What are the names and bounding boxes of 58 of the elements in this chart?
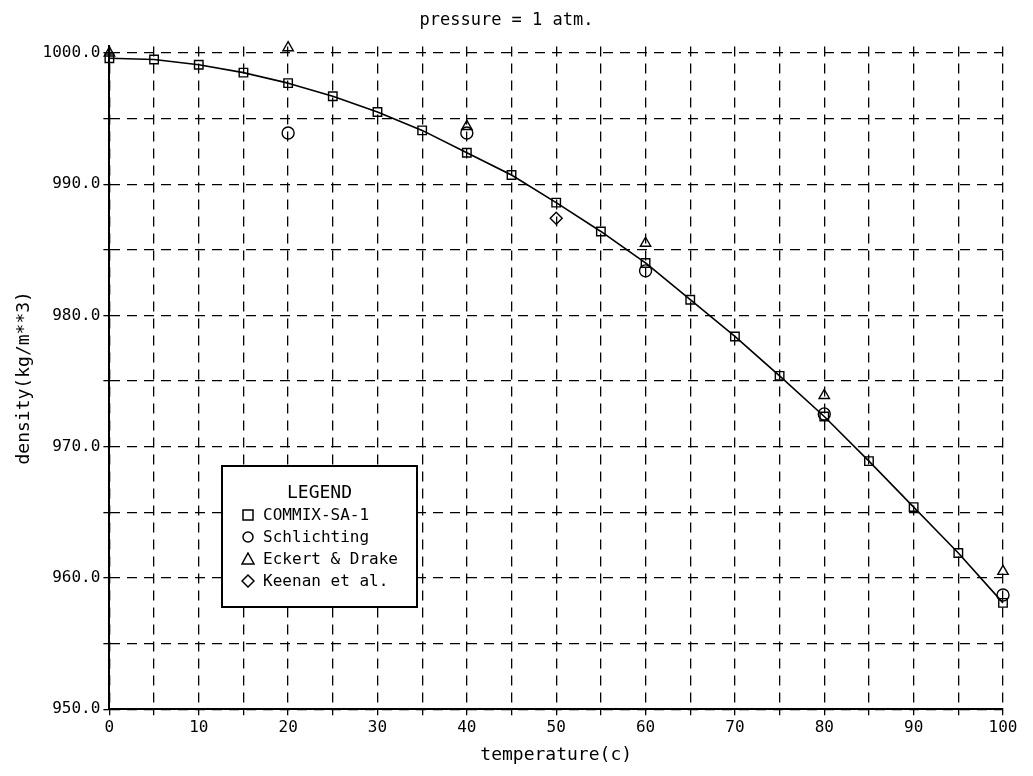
y-tick-label: 980.0 xyxy=(52,304,101,324)
x-tick-label: 80 xyxy=(814,716,834,736)
point xyxy=(953,548,964,558)
y-axis-title: density(kg/m**3) xyxy=(12,291,34,465)
y-tick-label: 950.0 xyxy=(52,698,101,718)
point xyxy=(461,147,472,158)
point xyxy=(149,54,160,65)
point xyxy=(372,107,383,117)
point xyxy=(104,53,115,64)
point xyxy=(282,41,295,52)
point xyxy=(193,59,204,70)
x-tick-label: 90 xyxy=(904,716,924,736)
x-tick-label: 0 xyxy=(104,716,115,736)
point xyxy=(238,67,249,78)
point xyxy=(283,78,294,89)
point xyxy=(908,502,919,513)
point xyxy=(817,407,831,421)
point xyxy=(549,211,563,226)
point xyxy=(729,331,740,342)
point xyxy=(819,411,830,422)
x-tick-label: 100 xyxy=(988,716,1018,736)
point xyxy=(417,125,428,136)
chart-title: pressure = 1 atm. xyxy=(419,8,594,29)
legend-title: LEGEND xyxy=(286,481,354,503)
y-tick-label: 1000.0 xyxy=(42,42,101,62)
point xyxy=(281,126,295,140)
point xyxy=(506,170,517,180)
point xyxy=(638,264,653,278)
point xyxy=(998,597,1008,608)
point xyxy=(640,258,651,268)
point xyxy=(103,46,116,57)
x-tick-label: 20 xyxy=(278,716,298,736)
point xyxy=(327,91,338,102)
point xyxy=(864,456,874,467)
point xyxy=(997,564,1009,576)
x-tick-label: 30 xyxy=(367,716,388,736)
point xyxy=(639,236,652,247)
point xyxy=(685,294,696,305)
x-tick-label: 50 xyxy=(546,716,566,736)
point xyxy=(818,388,831,400)
x-tick-label: 60 xyxy=(635,716,656,736)
point xyxy=(460,126,474,140)
y-tick-label: 970.0 xyxy=(52,435,101,455)
x-tick-label: 10 xyxy=(189,716,209,736)
point xyxy=(551,197,562,208)
point xyxy=(996,588,1010,602)
legend-label: Schlichting xyxy=(263,526,370,549)
legend-label: Eckert & Drake xyxy=(263,548,398,571)
y-tick-label: 990.0 xyxy=(52,173,101,193)
point xyxy=(595,226,606,237)
legend-label: COMMIX-SA-1 xyxy=(263,504,370,527)
point xyxy=(774,370,785,381)
x-tick-label: 70 xyxy=(725,716,745,736)
x-axis-title: temperature(c) xyxy=(480,742,633,764)
legend-label: Keenan et al. xyxy=(263,570,389,593)
x-tick-label: 40 xyxy=(457,716,477,736)
y-tick-label: 960.0 xyxy=(52,567,101,587)
point xyxy=(460,119,473,131)
